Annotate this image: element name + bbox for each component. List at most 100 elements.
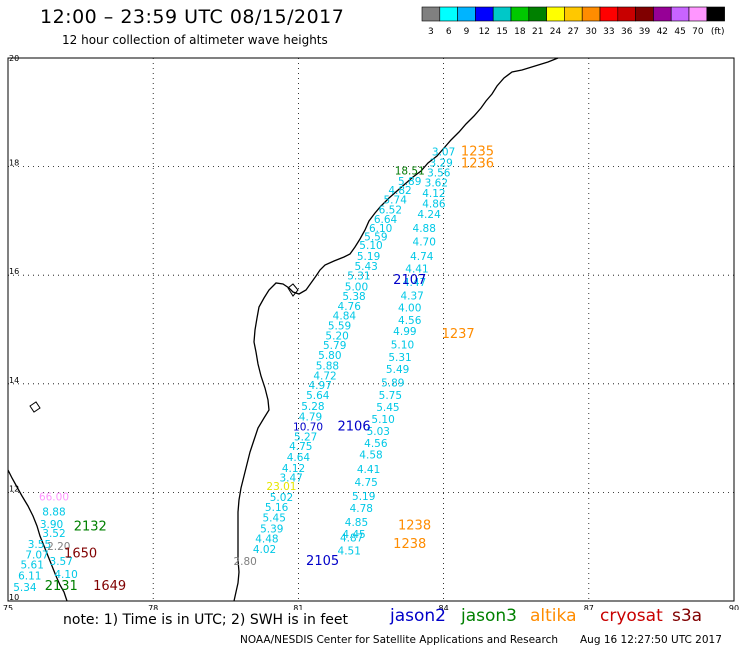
satellite-cryosat-label: cryosat xyxy=(600,606,663,626)
wave-height-value: 5.45 xyxy=(263,513,286,525)
footer-credit: NOAA/NESDIS Center for Satellite Applica… xyxy=(240,634,558,646)
wave-height-value: 5.80 xyxy=(318,350,341,362)
wave-height-value: 4.58 xyxy=(359,450,382,462)
lon-tick-label: 81 xyxy=(293,604,303,610)
wave-height-value: 5.00 xyxy=(345,281,368,293)
pass-time-label: 1237 xyxy=(442,327,475,342)
pass-time-label: 1238 xyxy=(398,518,431,533)
satellite-jason2-label: jason2 xyxy=(390,606,446,626)
wave-height-value: 18.51 xyxy=(395,166,425,178)
wave-height-value: 5.19 xyxy=(357,251,380,263)
wave-height-value: 3.52 xyxy=(42,528,65,540)
colorbar-label: 15 xyxy=(496,27,507,36)
wave-height-value: 4.37 xyxy=(400,291,423,303)
wave-height-value: 6.11 xyxy=(18,570,41,582)
wave-height-value: 5.03 xyxy=(367,426,390,438)
wave-height-value: 4.12 xyxy=(422,188,445,200)
color-scale-legend: 3 6 9 12 15 18 21 24 27 30 33 36 39 42 45 70 (ft) xyxy=(421,6,725,36)
wave-height-value: 4.74 xyxy=(410,251,434,263)
colorbar-label: 36 xyxy=(621,27,633,36)
wave-height-value: 4.24 xyxy=(417,209,441,221)
colorbar-label: 70 xyxy=(692,27,704,36)
colorbar-label: 24 xyxy=(550,27,562,36)
wave-height-value: 5.31 xyxy=(347,271,370,283)
wave-height-value: 4.76 xyxy=(338,301,362,313)
wave-height-value: 4.64 xyxy=(287,452,311,464)
wave-height-value: 5.16 xyxy=(265,502,289,514)
chart-title: 12:00 – 23:59 UTC 08/15/2017 xyxy=(40,6,345,28)
wave-height-value: 3.29 xyxy=(429,158,452,170)
colorbar-label: 45 xyxy=(674,27,685,36)
footer-timestamp: Aug 16 12:27:50 UTC 2017 xyxy=(580,634,722,646)
pass-time-label: 2105 xyxy=(306,554,339,569)
wave-height-value: 5.39 xyxy=(260,524,283,536)
wave-height-value: 4.12 xyxy=(282,463,305,475)
colorbar-label: 9 xyxy=(464,27,470,36)
lat-tick-label: 18 xyxy=(9,159,19,168)
coast-fragment xyxy=(29,401,41,413)
wave-height-value: 5.74 xyxy=(384,195,408,207)
lat-tick-label: 14 xyxy=(9,376,19,385)
lat-tick-label: 16 xyxy=(9,267,19,276)
colorbar-label: 12 xyxy=(479,27,490,36)
wave-height-value: 5.20 xyxy=(325,330,348,342)
wave-height-value: 5.45 xyxy=(376,402,399,414)
wave-height-value: 5.31 xyxy=(388,352,411,364)
wave-height-value: 4.88 xyxy=(413,223,436,235)
lat-tick-label: 10 xyxy=(9,593,19,602)
wave-height-value: 5.89 xyxy=(381,378,404,390)
satellite-altika-label: altika xyxy=(530,606,577,626)
pass-time-label: 2132 xyxy=(74,519,107,534)
wave-height-value: 5.28 xyxy=(301,401,324,413)
wave-height-value: 4.00 xyxy=(398,303,421,315)
wave-height-value: 4.10 xyxy=(54,569,77,581)
pass-time-label: 1235 xyxy=(461,145,494,160)
colorbar-label: 18 xyxy=(514,27,526,36)
wave-height-value: 4.41 xyxy=(405,263,428,275)
wave-height-value: 5.59 xyxy=(364,231,387,243)
colorbar-label: 33 xyxy=(603,27,614,36)
wave-height-value: 3.57 xyxy=(50,556,73,568)
wave-height-value: 3.56 xyxy=(427,167,451,179)
wave-height-value: 4.87 xyxy=(340,532,363,544)
wave-height-value: 5.10 xyxy=(359,240,382,252)
lat-tick-label: 20 xyxy=(9,54,19,63)
pass-time-label: 2107 xyxy=(393,273,426,288)
wave-height-value: 4.45 xyxy=(342,529,365,541)
colorbar-label: 21 xyxy=(532,27,543,36)
wave-height-value: 4.79 xyxy=(299,412,322,424)
colorbar-label: (ft) xyxy=(711,27,725,36)
wave-height-value: 4.75 xyxy=(354,477,377,489)
lon-tick-label: 75 xyxy=(3,604,13,610)
wave-height-value: 8.88 xyxy=(42,507,65,519)
wave-height-value: 5.59 xyxy=(328,321,351,333)
india-east-coastline xyxy=(233,57,559,602)
map-frame xyxy=(7,57,735,602)
wave-height-value: 4.86 xyxy=(422,198,446,210)
wave-height-value: 23.01 xyxy=(266,481,296,493)
wave-height-value: 5.75 xyxy=(379,390,402,402)
wave-height-value: 4.75 xyxy=(289,441,312,453)
wave-height-value: 4.97 xyxy=(308,380,331,392)
colorbar-label: 3 xyxy=(428,27,434,36)
wave-height-value: 4.85 xyxy=(345,517,368,529)
wave-height-value: 5.10 xyxy=(391,340,414,352)
pass-time-label: 2131 xyxy=(45,579,78,594)
wave-height-value: 7.07 xyxy=(25,550,48,562)
wave-height-value: 4.72 xyxy=(313,370,336,382)
wave-height-value: 4.41 xyxy=(357,464,380,476)
chart-subtitle: 12 hour collection of altimeter wave hei… xyxy=(62,33,328,47)
wave-height-value: 5.02 xyxy=(270,492,293,504)
lon-tick-label: 90 xyxy=(729,604,739,610)
wave-height-value: 4.02 xyxy=(253,544,276,556)
wave-height-value: 5.49 xyxy=(386,364,409,376)
colorbar-label: 39 xyxy=(639,27,651,36)
colorbar-label: 42 xyxy=(657,27,668,36)
pass-time-label: 1649 xyxy=(93,579,126,594)
colorbar-label: 27 xyxy=(568,27,579,36)
colorbar-label: 6 xyxy=(446,27,452,36)
pass-time-label: 1650 xyxy=(64,547,97,562)
pass-time-label: 1238 xyxy=(393,537,426,552)
pass-time-label: 1236 xyxy=(461,157,494,172)
altimeter-map: 3.073.29 18.51 3.56 5.89 3.62 4.82 4.12 5.74 4.8… xyxy=(3,54,739,610)
